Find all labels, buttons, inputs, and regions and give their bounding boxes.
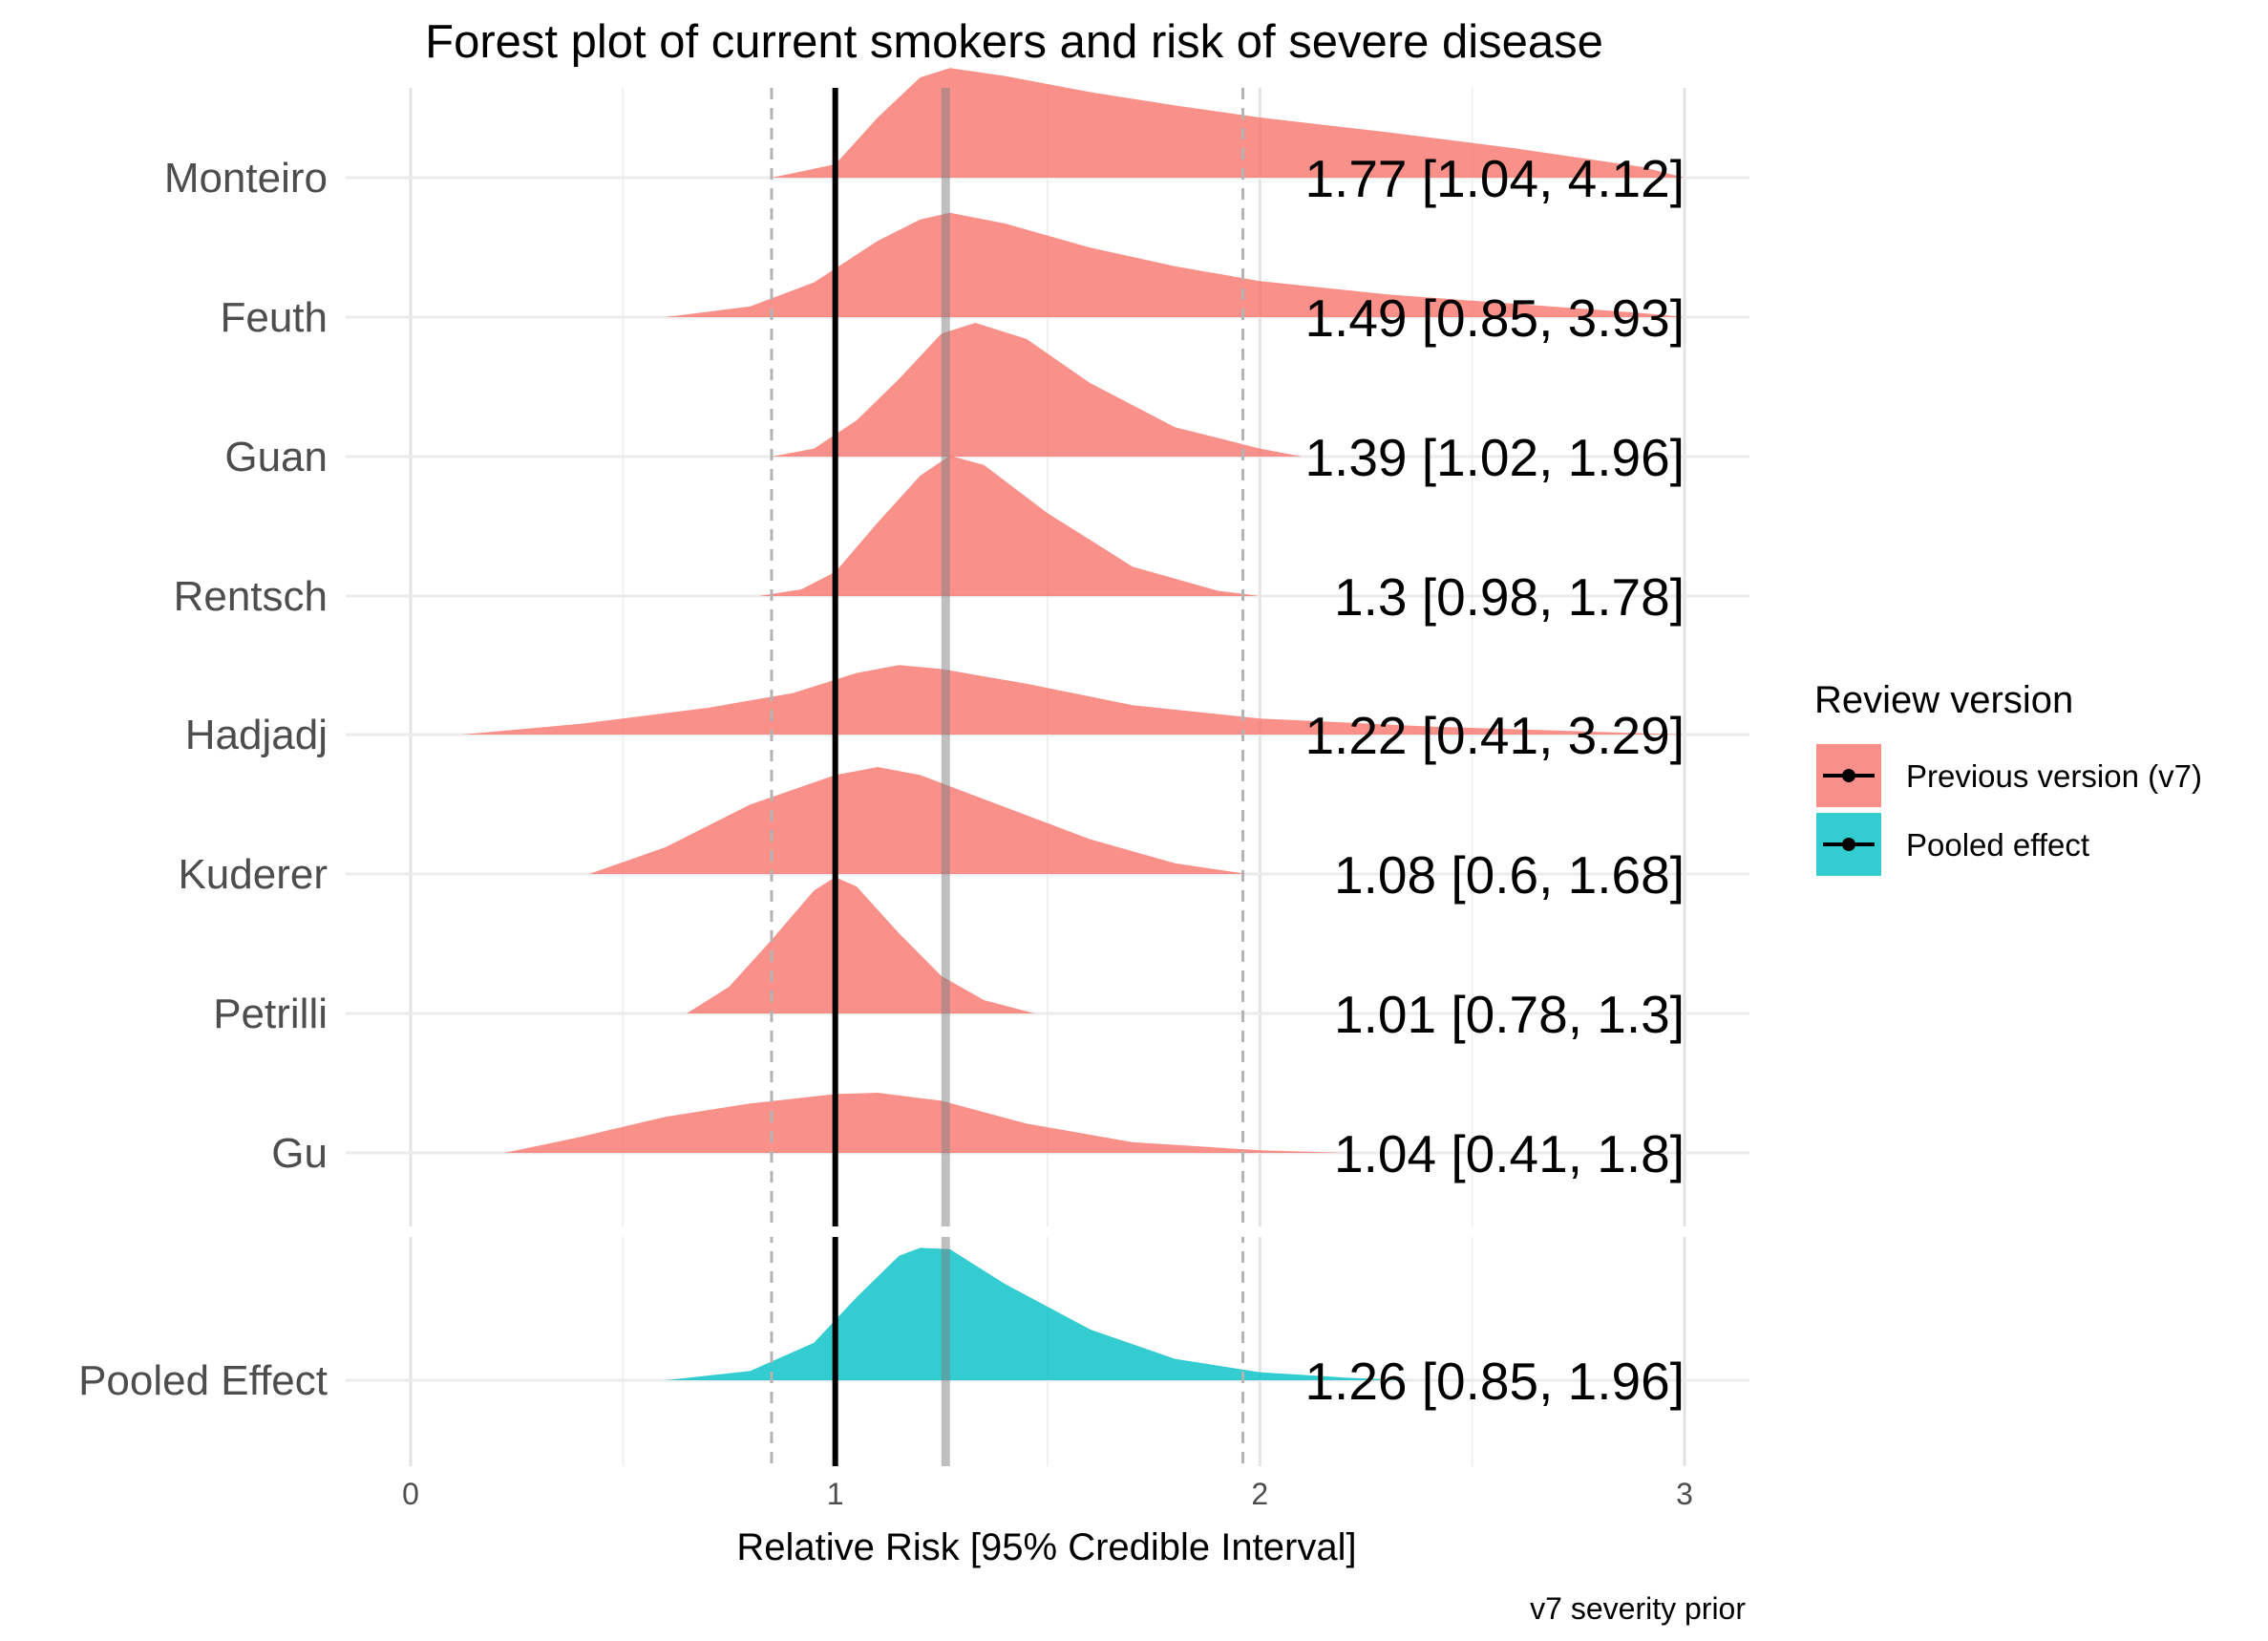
x-tick-label: 1 xyxy=(827,1477,844,1511)
legend: Review version Previous version (v7) Pool… xyxy=(1814,679,2202,876)
study-name-label: Feuth xyxy=(220,294,328,341)
panel-separator xyxy=(346,1226,1749,1237)
study-name-label: Petrilli xyxy=(213,991,328,1037)
density-ridge xyxy=(772,68,1685,178)
study-name-label: Kuderer xyxy=(178,851,328,898)
study-name-label: Guan xyxy=(224,434,328,480)
x-tick-label: 3 xyxy=(1676,1477,1693,1511)
study-name-label: Gu xyxy=(271,1130,328,1177)
estimate-label: 1.01 [0.78, 1.3] xyxy=(1334,985,1685,1044)
study-name-label: Hadjadj xyxy=(185,712,328,758)
density-ridge xyxy=(461,665,1685,735)
density-ridge xyxy=(665,212,1685,317)
estimate-label: 1.77 [1.04, 4.12] xyxy=(1304,149,1685,208)
reference-lines xyxy=(346,88,1749,1466)
legend-items: Previous version (v7) Pooled effect xyxy=(1816,744,2202,876)
chart-caption: v7 severity prior xyxy=(1530,1591,1746,1626)
x-tick-label: 0 xyxy=(402,1477,419,1511)
x-tick-label: 2 xyxy=(1251,1477,1268,1511)
estimate-label: 1.26 [0.85, 1.96] xyxy=(1304,1352,1685,1411)
density-ridge xyxy=(758,456,1261,596)
chart-title: Forest plot of current smokers and risk … xyxy=(425,16,1603,68)
density-ridge xyxy=(772,323,1303,457)
density-ridge xyxy=(665,1247,1409,1380)
estimate-label: 1.04 [0.41, 1.8] xyxy=(1334,1124,1685,1183)
legend-label: Pooled effect xyxy=(1906,827,2089,863)
legend-key-point xyxy=(1842,838,1855,851)
study-name-label: Pooled Effect xyxy=(78,1357,328,1404)
study-name-label: Monteiro xyxy=(164,155,328,202)
estimate-label: 1.3 [0.98, 1.78] xyxy=(1334,567,1685,627)
study-name-label: Rentsch xyxy=(174,573,328,620)
density-ridge xyxy=(687,877,1035,1013)
study-labels: Monteiro 1.77 [1.04, 4.12] Feuth 1.49 [0.85… xyxy=(78,149,1685,1411)
estimate-label: 1.39 [1.02, 1.96] xyxy=(1304,428,1685,487)
legend-label: Previous version (v7) xyxy=(1906,758,2202,794)
x-axis-ticks: 0 1 2 3 xyxy=(402,1477,1693,1511)
estimate-label: 1.08 [0.6, 1.68] xyxy=(1334,845,1685,905)
x-axis-title: Relative Risk [95% Credible Interval] xyxy=(736,1526,1356,1568)
density-ridge xyxy=(588,767,1247,874)
legend-key-point xyxy=(1842,769,1855,782)
estimate-label: 1.49 [0.85, 3.93] xyxy=(1304,288,1685,348)
density-ridges xyxy=(461,68,1685,1380)
legend-title: Review version xyxy=(1814,679,2073,721)
estimate-label: 1.22 [0.41, 3.29] xyxy=(1304,706,1685,765)
density-ridge xyxy=(503,1093,1346,1153)
